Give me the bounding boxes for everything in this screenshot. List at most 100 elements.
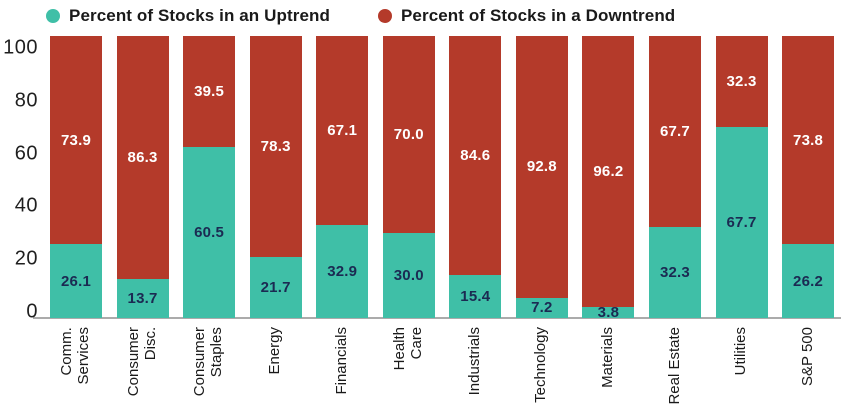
bar-value-label-uptrend: 7.2 xyxy=(531,299,553,317)
bar-value-label-uptrend: 15.4 xyxy=(460,287,491,305)
x-axis-label: Industrials xyxy=(442,327,508,407)
bar-segment-downtrend: 32.3 xyxy=(715,36,768,128)
bar: 92.8 7.2 xyxy=(515,36,568,318)
x-axis-label: Consumer Staples xyxy=(176,327,242,407)
bar-segment-downtrend: 39.5 xyxy=(183,36,236,148)
bar-value-label-downtrend: 92.8 xyxy=(526,158,557,176)
bar-segment-uptrend: 30.0 xyxy=(382,233,435,318)
bar: 73.9 26.1 xyxy=(50,36,102,318)
x-axis-label: Technology xyxy=(509,327,575,407)
bar-value-label-uptrend: 3.8 xyxy=(597,304,620,322)
bar: 86.3 13.7 xyxy=(116,36,169,318)
bar-segment-downtrend: 67.1 xyxy=(316,36,369,226)
x-axis-label-text: Utilities xyxy=(732,327,750,376)
x-axis-label: Utilities xyxy=(709,327,775,407)
bar-value-label-downtrend: 67.7 xyxy=(659,122,690,140)
bar-segment-uptrend: 32.3 xyxy=(648,226,701,318)
x-axis-labels: Comm. Services Consumer Disc. Consumer Sta… xyxy=(0,327,841,407)
bar-segment-downtrend: 78.3 xyxy=(249,36,302,257)
x-axis-label: Real Estate xyxy=(642,327,708,407)
bar-segment-uptrend: 3.8 xyxy=(582,304,635,322)
bar-value-label-downtrend: 32.3 xyxy=(726,73,757,91)
bar-value-label-uptrend: 32.3 xyxy=(659,263,690,281)
bar: 84.6 15.4 xyxy=(449,36,502,318)
bar-segment-uptrend: 13.7 xyxy=(116,279,169,318)
bar-segment-downtrend: 73.8 xyxy=(782,36,835,245)
bar-value-label-uptrend: 67.7 xyxy=(726,214,757,232)
bar-value-label-downtrend: 73.9 xyxy=(61,131,91,149)
bar: 73.8 26.2 xyxy=(782,36,835,318)
bar-segment-downtrend: 67.7 xyxy=(648,36,701,227)
bar: 67.7 32.3 xyxy=(648,36,701,318)
bar-segment-uptrend: 21.7 xyxy=(249,256,302,318)
bar-value-label-downtrend: 39.5 xyxy=(194,83,225,101)
bar-value-label-uptrend: 32.9 xyxy=(327,263,358,281)
bar-value-label-uptrend: 21.7 xyxy=(260,278,291,296)
x-axis-label-text: Industrials xyxy=(465,327,483,396)
y-axis-tick-label: 40 xyxy=(14,194,38,217)
bar-value-label-downtrend: 96.2 xyxy=(593,163,624,181)
x-axis-label-text: Consumer Disc. xyxy=(124,327,159,397)
x-axis-label: Energy xyxy=(243,327,309,407)
legend-item-uptrend: Percent of Stocks in an Uptrend xyxy=(46,6,330,26)
bar-value-label-downtrend: 67.1 xyxy=(327,122,358,140)
bar-value-label-downtrend: 84.6 xyxy=(460,146,491,164)
x-axis-label: Materials xyxy=(575,327,641,407)
bar-segment-uptrend: 26.2 xyxy=(782,244,835,318)
bar: 70.0 30.0 xyxy=(382,36,435,318)
y-axis-tick-label: 60 xyxy=(14,142,38,165)
y-axis-tick-label: 80 xyxy=(14,89,38,112)
x-axis-label-text: Technology xyxy=(532,327,550,403)
bar-value-label-downtrend: 73.8 xyxy=(793,131,824,149)
bar-segment-downtrend: 73.9 xyxy=(50,36,102,245)
bar-value-label-downtrend: 78.3 xyxy=(260,137,291,155)
bar: 78.3 21.7 xyxy=(249,36,302,318)
legend: Percent of Stocks in an Uptrend Percent … xyxy=(46,4,675,28)
x-axis-label-text: Energy xyxy=(266,327,284,375)
bar-value-label-uptrend: 26.1 xyxy=(61,272,91,290)
bar-segment-downtrend: 92.8 xyxy=(515,36,568,298)
bar-value-label-downtrend: 70.0 xyxy=(393,126,424,144)
bar-segment-uptrend: 32.9 xyxy=(316,225,369,318)
x-axis-label-text: Health Care xyxy=(390,327,425,371)
bar-segment-uptrend: 60.5 xyxy=(183,147,236,318)
bar-segment-downtrend: 86.3 xyxy=(116,36,169,280)
bar: 32.3 67.7 xyxy=(715,36,768,318)
x-axis-label-text: Materials xyxy=(598,327,616,388)
x-axis-label: S&P 500 xyxy=(775,327,841,407)
plot-area: 0 20 40 60 80 100 73.9 26.1 86.3 13.7 39.5 60.5 78.3… xyxy=(0,36,841,323)
x-axis-label-text: Consumer Staples xyxy=(191,327,226,397)
legend-label-uptrend: Percent of Stocks in an Uptrend xyxy=(69,6,330,25)
legend-label-downtrend: Percent of Stocks in a Downtrend xyxy=(400,6,676,25)
bar-value-label-uptrend: 13.7 xyxy=(127,290,158,308)
x-axis-label-text: S&P 500 xyxy=(798,327,816,386)
uptrend-dot-icon xyxy=(46,9,60,23)
bar: 67.1 32.9 xyxy=(316,36,369,318)
bar-segment-uptrend: 26.1 xyxy=(50,244,102,318)
legend-item-downtrend: Percent of Stocks in a Downtrend xyxy=(377,6,676,26)
x-axis-label-text: Financials xyxy=(332,327,350,395)
x-axis-line xyxy=(33,317,841,319)
bar-segment-downtrend: 96.2 xyxy=(582,36,635,308)
bar-value-label-uptrend: 30.0 xyxy=(393,267,424,285)
bar: 96.2 3.8 xyxy=(582,36,635,322)
x-axis-label: Financials xyxy=(309,327,375,407)
bar-segment-downtrend: 84.6 xyxy=(449,36,502,275)
bar-value-label-downtrend: 86.3 xyxy=(127,149,158,167)
bar: 39.5 60.5 xyxy=(183,36,236,318)
bar-segment-downtrend: 70.0 xyxy=(382,36,435,234)
downtrend-dot-icon xyxy=(377,9,392,23)
bar-value-label-uptrend: 26.2 xyxy=(793,272,824,290)
bar-segment-uptrend: 67.7 xyxy=(715,127,768,318)
y-axis-tick-label: 0 xyxy=(26,300,38,323)
x-axis-label: Comm. Services xyxy=(43,327,109,407)
bar-segment-uptrend: 7.2 xyxy=(515,297,568,318)
x-axis-label: Health Care xyxy=(376,327,442,407)
bar-segment-uptrend: 15.4 xyxy=(449,274,502,318)
bar-value-label-uptrend: 60.5 xyxy=(194,224,225,242)
x-axis-label: Consumer Disc. xyxy=(110,327,176,407)
y-axis-tick-label: 20 xyxy=(14,247,38,270)
y-axis-tick-label: 100 xyxy=(3,36,38,59)
x-axis-label-text: Real Estate xyxy=(665,327,683,405)
